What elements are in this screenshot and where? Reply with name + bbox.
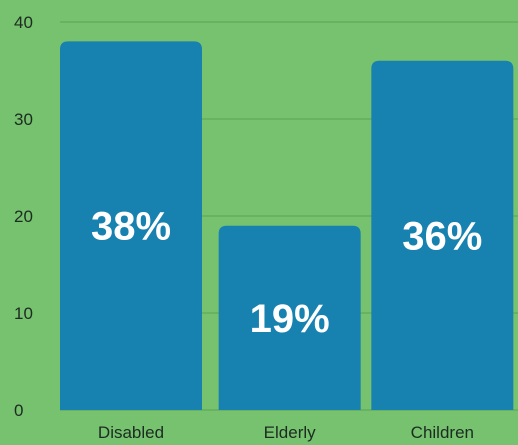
y-tick-label-40: 40 (14, 13, 33, 32)
bars (60, 41, 514, 411)
data-label-elderly: 19% (250, 297, 330, 341)
x-tick-label-children: Children (411, 423, 474, 442)
bar-disabled (60, 41, 202, 411)
y-tick-label-20: 20 (14, 207, 33, 226)
bar-children (371, 60, 514, 411)
bar-elderly (218, 225, 361, 410)
y-tick-label-0: 0 (14, 401, 23, 420)
labels: 0 10 20 30 40 38% Disabled 19% Elderly 36% Childre… (14, 13, 482, 442)
data-label-disabled: 38% (91, 205, 171, 249)
y-tick-label-30: 30 (14, 110, 33, 129)
y-tick-label-10: 10 (14, 304, 33, 323)
x-tick-label-disabled: Disabled (98, 423, 164, 442)
x-tick-label-elderly: Elderly (264, 423, 316, 442)
data-label-children: 36% (402, 214, 482, 258)
